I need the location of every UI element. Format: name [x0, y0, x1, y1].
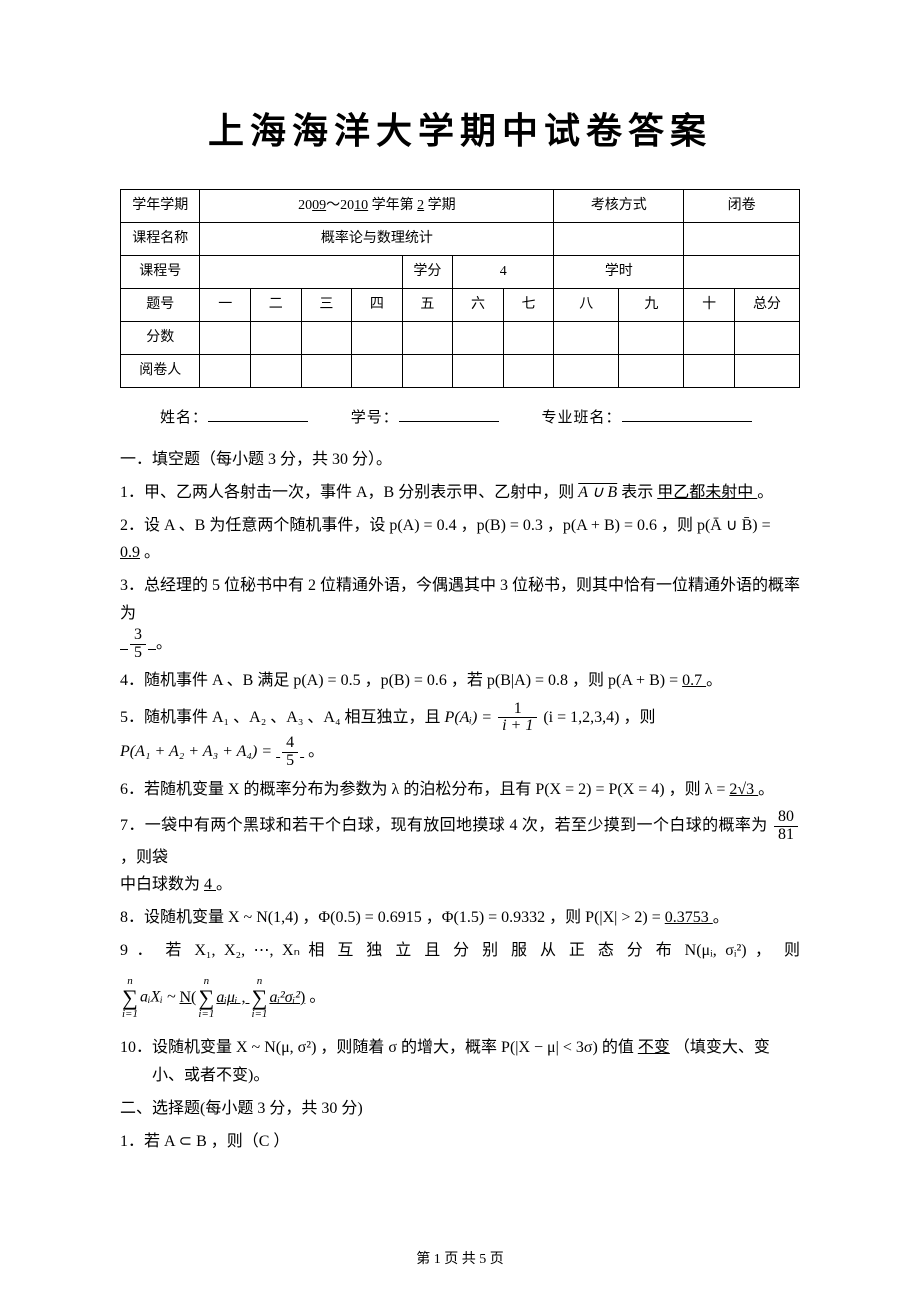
- meta-score-label: 分数: [121, 322, 200, 355]
- page-footer: 第 1 页 共 5 页: [0, 1248, 920, 1272]
- meta-col-2: 二: [251, 289, 302, 322]
- class-label: 专业班名：: [542, 410, 622, 426]
- q5-answer: 45: [282, 735, 298, 770]
- meta-col-5: 五: [402, 289, 453, 322]
- meta-course-name-value: 概率论与数理统计: [200, 223, 554, 256]
- meta-course-name-label: 课程名称: [121, 223, 200, 256]
- question-3: 3．总经理的 5 位秘书中有 2 位精通外语，今偶遇其中 3 位秘书，则其中恰有…: [120, 572, 800, 661]
- name-label: 姓名：: [160, 410, 208, 426]
- section-1-heading: 一．填空题（每小题 3 分，共 30 分）。: [120, 446, 800, 473]
- meta-col-total: 总分: [734, 289, 799, 322]
- meta-col-3: 三: [301, 289, 352, 322]
- student-id-row: 姓名： 学号： 专业班名：: [160, 406, 800, 432]
- section-2-heading: 二、选择题(每小题 3 分，共 30 分): [120, 1095, 800, 1122]
- q4-answer: 0.7: [682, 672, 706, 689]
- question-6: 6．若随机变量 X 的概率分布为参数为 λ 的泊松分布，且有 P(X = 2) …: [120, 776, 800, 803]
- question-8: 8．设随机变量 X ~ N(1,4) ，Φ(0.5) = 0.6915 ，Φ(1…: [120, 904, 800, 931]
- meta-hours-label: 学时: [554, 256, 684, 289]
- meta-grader-label: 阅卷人: [121, 355, 200, 388]
- id-label: 学号：: [351, 410, 399, 426]
- q7-answer: 4: [204, 876, 216, 893]
- q9-answer: N(n∑i=1aᵢμᵢ , n∑i=1aᵢ²σᵢ²): [179, 989, 305, 1006]
- q3-answer: 35: [130, 627, 146, 662]
- meta-col-4: 四: [352, 289, 403, 322]
- q8-answer: 0.3753: [665, 909, 713, 926]
- meta-exam-mode-label: 考核方式: [554, 190, 684, 223]
- meta-col-1: 一: [200, 289, 251, 322]
- meta-qnum-label: 题号: [121, 289, 200, 322]
- question-5: 5．随机事件 A₁ 、A₂ 、A₃ 、A₄ 相互独立，且 P(Aᵢ) = 1i …: [120, 701, 800, 770]
- meta-col-7: 七: [503, 289, 554, 322]
- question-9-line2: n∑i=1aᵢXᵢ ~ N(n∑i=1aᵢμᵢ , n∑i=1aᵢ²σᵢ²) 。: [120, 976, 800, 1020]
- meta-col-8: 八: [554, 289, 619, 322]
- meta-term-label: 学年学期: [121, 190, 200, 223]
- name-blank: [208, 406, 308, 422]
- meta-col-6: 六: [453, 289, 504, 322]
- meta-exam-mode-value: 闭卷: [684, 190, 800, 223]
- id-blank: [399, 406, 499, 422]
- question-4: 4．随机事件 A 、B 满足 p(A) = 0.5 ，p(B) = 0.6 ，若…: [120, 667, 800, 694]
- meta-table: 学年学期 2009～2010 学年第 2 学期 考核方式 闭卷 课程名称 概率论…: [120, 189, 800, 388]
- question-7: 7．一袋中有两个黑球和若干个白球，现有放回地摸球 4 次，若至少摸到一个白球的概…: [120, 809, 800, 898]
- s2-question-1: 1．若 A ⊂ B ，则（C ）: [120, 1128, 800, 1155]
- q1-answer: 甲乙都未射中: [657, 484, 757, 501]
- meta-col-9: 九: [619, 289, 684, 322]
- meta-course-id-label: 课程号: [121, 256, 200, 289]
- question-9: 9 ． 若 X₁, X₂, ⋯, Xₙ 相 互 独 立 且 分 别 服 从 正 …: [120, 937, 800, 964]
- meta-credit-value: 4: [453, 256, 554, 289]
- question-2: 2．设 A 、B 为任意两个随机事件，设 p(A) = 0.4 ，p(B) = …: [120, 512, 800, 566]
- q10-answer: 不变: [638, 1039, 670, 1056]
- meta-credit-label: 学分: [402, 256, 453, 289]
- page-title: 上海海洋大学期中试卷答案: [120, 100, 800, 161]
- meta-col-10: 十: [684, 289, 735, 322]
- q1-expr: A ∪ B: [578, 484, 617, 501]
- meta-term-value: 2009～2010 学年第 2 学期: [200, 190, 554, 223]
- class-blank: [622, 406, 752, 422]
- question-10: 10．设随机变量 X ~ N(μ, σ²) ，则随着 σ 的增大，概率 P(|X…: [120, 1034, 800, 1088]
- q6-answer: 2√3: [729, 781, 758, 798]
- q2-answer: 0.9: [120, 544, 140, 561]
- question-1: 1．甲、乙两人各射击一次，事件 A，B 分别表示甲、乙射中，则 A ∪ B 表示…: [120, 479, 800, 506]
